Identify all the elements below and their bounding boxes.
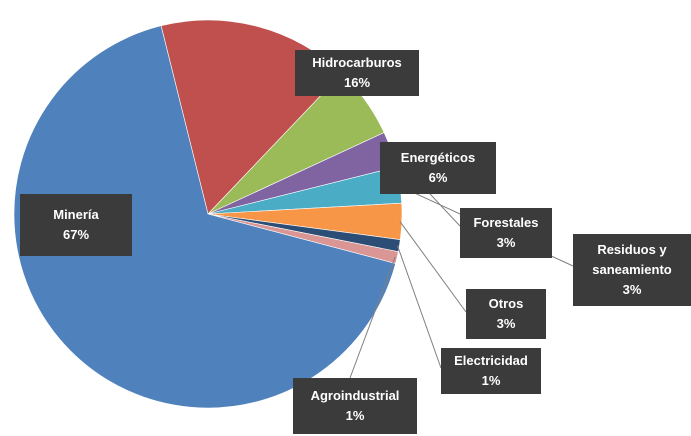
leader-line-agroindustrial bbox=[349, 257, 396, 379]
data-label-residuos-y-saneamiento: Residuos y saneamiento 3% bbox=[573, 234, 691, 306]
data-label-agroindustrial: Agroindustrial 1% bbox=[293, 378, 417, 434]
pie-slices bbox=[13, 19, 403, 409]
data-label-electricidad: Electricidad 1% bbox=[441, 348, 541, 394]
leader-line-electricidad bbox=[396, 245, 442, 369]
slice-percent: 3% bbox=[496, 235, 516, 250]
data-label-energeticos: Energéticos 6% bbox=[380, 142, 496, 194]
slice-percent: 6% bbox=[428, 170, 448, 185]
slice-name: Forestales bbox=[473, 215, 539, 230]
slice-percent: 3% bbox=[496, 316, 516, 331]
slice-name: Minería bbox=[53, 207, 99, 222]
slice-percent: 1% bbox=[481, 373, 501, 388]
slice-name: Hidrocarburos bbox=[312, 55, 402, 70]
data-label-hidrocarburos: Hidrocarburos 16% bbox=[295, 50, 419, 96]
slice-mineria bbox=[13, 25, 396, 409]
slice-name: Residuos y saneamiento bbox=[592, 242, 672, 277]
slice-name: Energéticos bbox=[400, 150, 476, 165]
slice-percent: 1% bbox=[345, 408, 365, 423]
slice-percent: 3% bbox=[622, 282, 642, 297]
data-label-mineria: Minería 67% bbox=[20, 194, 132, 256]
leader-line-otros bbox=[399, 221, 467, 313]
data-label-forestales: Forestales 3% bbox=[460, 208, 552, 258]
slice-name: Otros bbox=[488, 296, 524, 311]
data-label-otros: Otros 3% bbox=[466, 289, 546, 339]
slice-name: Electricidad bbox=[454, 353, 528, 368]
slice-percent: 16% bbox=[343, 75, 371, 90]
slice-percent: 67% bbox=[62, 227, 90, 242]
slice-name: Agroindustrial bbox=[310, 388, 400, 403]
